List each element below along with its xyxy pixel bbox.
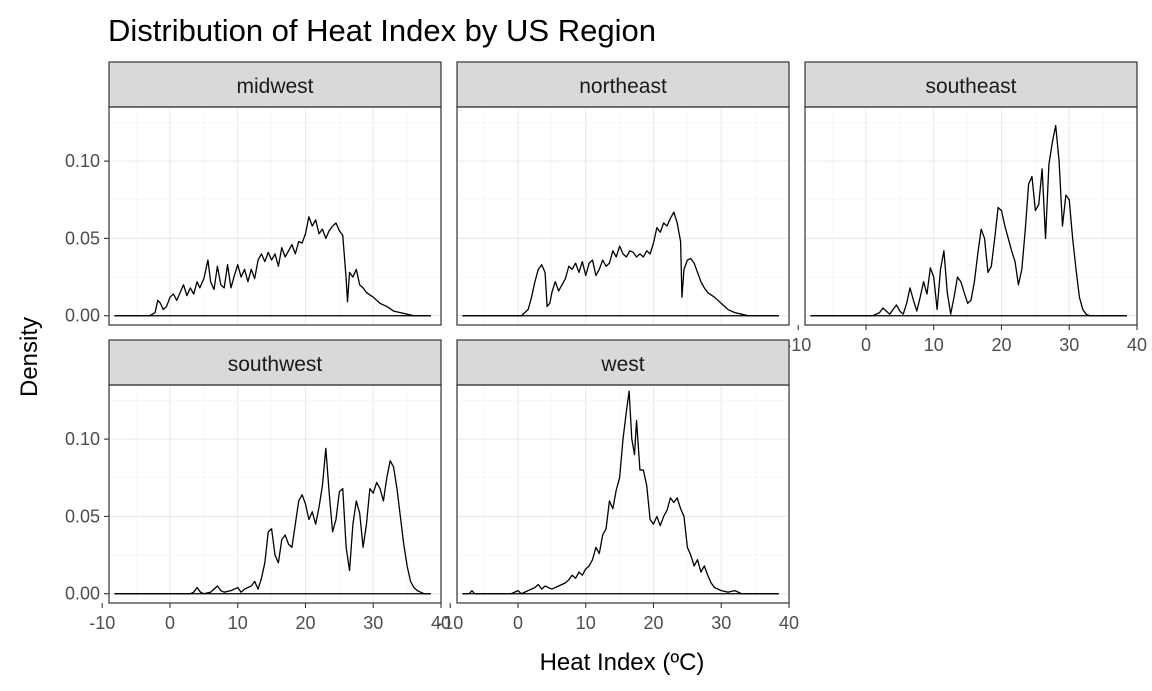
y-tick-label: 0.00 [65, 584, 100, 604]
x-tick-label: 30 [1059, 335, 1079, 355]
facet-strip [456, 61, 790, 108]
x-tick-label: 30 [711, 613, 731, 633]
panel-border [804, 106, 1138, 326]
facet-strip [804, 61, 1138, 108]
facet-panel-northeast: northeast [456, 61, 790, 326]
x-tick-label: 10 [924, 335, 944, 355]
x-tick-label: -10 [89, 613, 115, 633]
panel-border [108, 384, 442, 604]
y-tick-label: 0.10 [65, 429, 100, 449]
chart-title: Distribution of Heat Index by US Region [108, 13, 656, 48]
x-tick-label: 30 [363, 613, 383, 633]
density-line-midwest [114, 216, 431, 317]
facet-panels: midwest 0.00 0.05 0.10 northeast southeast -10… [65, 61, 1147, 633]
x-tick-label: 40 [1127, 335, 1147, 355]
x-tick-label: 40 [431, 613, 451, 633]
x-axis-title: Heat Index (ºC) [540, 649, 705, 676]
facet-strip-label: southwest [228, 353, 323, 376]
facet-strip [108, 61, 442, 108]
y-tick-label: 0.05 [65, 228, 100, 248]
x-tick-label: 20 [295, 613, 315, 633]
facet-strip [108, 339, 442, 386]
x-tick-label: -10 [785, 335, 811, 355]
x-tick-label: 10 [576, 613, 596, 633]
facet-panel-west: west -10 0 10 20 30 40 [437, 339, 799, 633]
x-tick-label: 20 [991, 335, 1011, 355]
facet-panel-southwest: southwest 0.00 0.05 0.10 -10 0 10 20 30 40 [65, 339, 451, 633]
x-tick-label: 0 [513, 613, 523, 633]
y-tick-label: 0.05 [65, 506, 100, 526]
panel-border [456, 106, 790, 326]
x-tick-label: 0 [165, 613, 175, 633]
x-tick-label: -10 [437, 613, 463, 633]
panel-border [108, 106, 442, 326]
x-tick-label: 40 [779, 613, 799, 633]
density-line-west [462, 390, 779, 595]
facet-strip-label: west [600, 353, 644, 376]
density-line-northeast [462, 211, 779, 317]
x-tick-label: 10 [228, 613, 248, 633]
facet-panel-midwest: midwest 0.00 0.05 0.10 [65, 61, 442, 326]
y-tick-label: 0.00 [65, 306, 100, 326]
y-axis-title: Density [16, 317, 43, 397]
facet-strip [456, 339, 790, 386]
facet-panel-southeast: southeast -10 0 10 20 30 40 [785, 61, 1147, 355]
facet-strip-label: midwest [236, 75, 313, 98]
panel-border [456, 384, 790, 604]
facet-strip-label: northeast [579, 75, 667, 98]
x-tick-label: 0 [861, 335, 871, 355]
facet-strip-label: southeast [925, 75, 1016, 98]
y-tick-label: 0.10 [65, 151, 100, 171]
x-tick-label: 20 [643, 613, 663, 633]
density-line-southwest [114, 447, 431, 595]
gridlines [109, 107, 442, 325]
density-line-southeast [810, 124, 1127, 317]
